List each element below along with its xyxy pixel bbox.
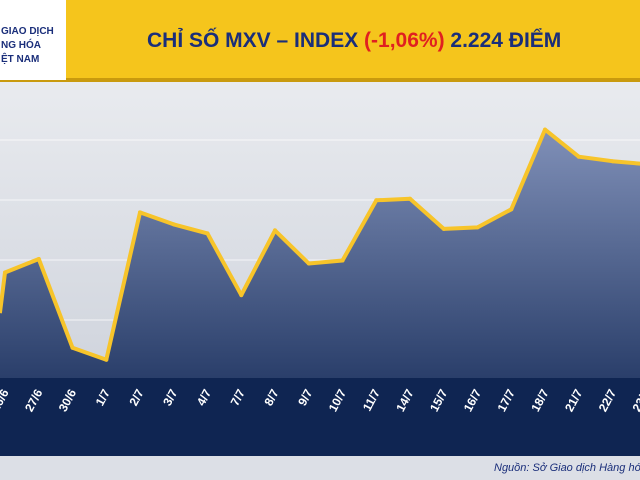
data-point	[205, 231, 210, 236]
data-point	[374, 198, 379, 203]
data-point	[441, 226, 446, 231]
data-point	[239, 293, 244, 298]
source-text: Nguồn: Sở Giao dịch Hàng hó	[494, 462, 640, 474]
data-point	[340, 258, 345, 263]
data-point	[408, 196, 412, 201]
title-suffix: 2.224 ĐIỂM	[445, 29, 562, 52]
data-point	[306, 261, 311, 266]
logo-line-2: NG HÓA	[1, 38, 41, 51]
data-point	[36, 257, 41, 261]
data-point	[138, 210, 142, 215]
chart-title: CHỈ SỐ MXV – INDEX (-1,06%) 2.224 ĐIỂM	[147, 28, 561, 52]
x-axis-band	[0, 378, 640, 456]
data-point	[171, 222, 176, 227]
data-point	[610, 159, 615, 164]
data-point	[273, 228, 277, 233]
data-point	[576, 154, 581, 159]
data-point	[3, 270, 7, 275]
logo-box	[0, 0, 66, 80]
data-point	[104, 357, 109, 362]
area-layer	[0, 129, 640, 456]
data-point	[543, 127, 547, 132]
data-point	[475, 225, 480, 230]
footer-band	[0, 456, 640, 480]
logo-line-1: GIAO DỊCH	[1, 26, 54, 37]
title-banner-shadow	[0, 78, 640, 82]
x-tick-label: 23/7	[630, 387, 640, 414]
x-tick-label: 26/6	[0, 387, 12, 414]
data-point	[509, 207, 514, 212]
data-point	[70, 345, 75, 350]
logo: GIAO DỊCH NG HÓA ỆT NAM	[0, 0, 66, 80]
title-prefix: CHỈ SỐ MXV – INDEX	[147, 28, 364, 52]
line-layer	[0, 127, 640, 362]
logo-line-3: ỆT NAM	[1, 52, 39, 65]
title-banner	[0, 0, 640, 80]
title-change: (-1,06%)	[364, 29, 445, 52]
index-area	[0, 129, 640, 456]
